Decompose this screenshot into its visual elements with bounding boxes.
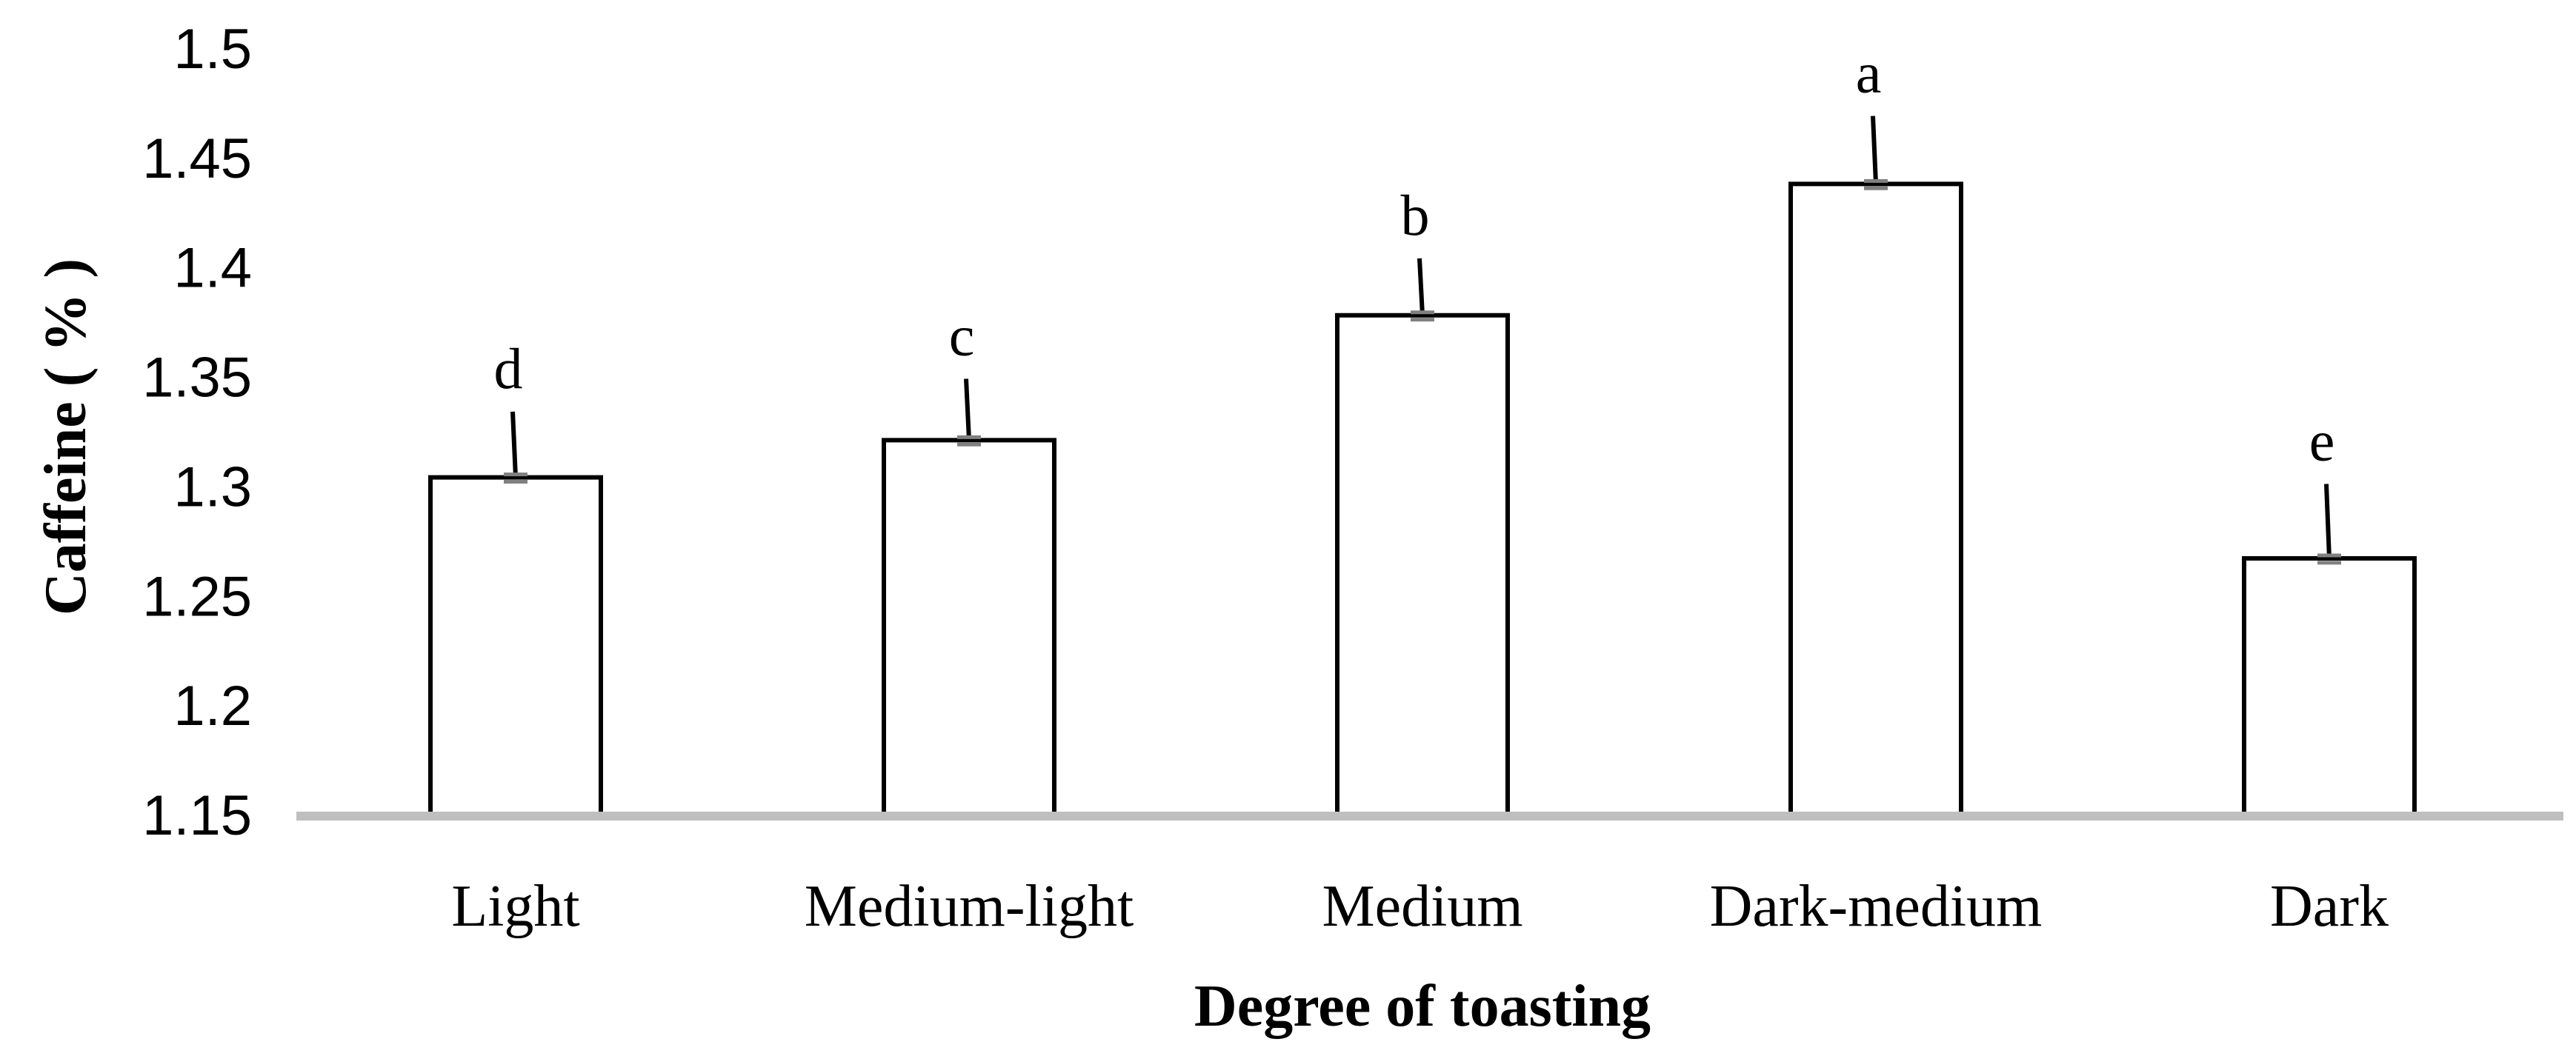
y-axis-ticks: 1.15 1.2 1.25 1.3 1.35 1.4 1.45 1.5 xyxy=(142,18,252,847)
bar xyxy=(428,475,603,815)
y-tick-label: 1.2 xyxy=(173,675,252,738)
x-tick-label: Medium-light xyxy=(805,874,1134,939)
bar xyxy=(2242,556,2417,815)
y-tick-label: 1.3 xyxy=(173,455,252,518)
x-axis-title: Degree of toasting xyxy=(1194,974,1651,1039)
error-bar-stem xyxy=(510,411,518,478)
x-tick-label: Light xyxy=(451,874,579,939)
x-tick-label: Dark xyxy=(2270,874,2389,939)
significance-letters: d c b a e xyxy=(494,41,2335,473)
y-axis-title: Caffeine ( % ) xyxy=(33,258,99,615)
x-axis-category-labels: Light Medium-light Medium Dark-medium Dark xyxy=(451,874,2389,939)
significance-letter: a xyxy=(1856,41,1882,105)
y-tick-label: 1.45 xyxy=(142,127,252,190)
bar xyxy=(1788,181,1963,815)
error-bar-stem xyxy=(2324,484,2332,559)
bar xyxy=(882,438,1056,815)
significance-letter: c xyxy=(949,304,975,368)
significance-letter: e xyxy=(2309,408,2335,472)
bars-layer xyxy=(428,181,2417,815)
error-bar-stem xyxy=(964,378,971,441)
y-tick-label: 1.15 xyxy=(142,784,252,847)
bar xyxy=(1335,313,1510,815)
significance-letter: d xyxy=(494,336,523,401)
y-tick-label: 1.25 xyxy=(142,565,252,628)
significance-letter: b xyxy=(1401,183,1430,247)
y-tick-label: 1.4 xyxy=(173,237,252,300)
y-tick-label: 1.35 xyxy=(142,347,252,410)
y-tick-label: 1.5 xyxy=(173,18,252,81)
x-tick-label: Medium xyxy=(1322,874,1522,939)
error-bar-stem xyxy=(1871,116,1878,184)
error-bars-layer xyxy=(504,116,2341,565)
error-bar-stem xyxy=(1417,258,1425,315)
x-tick-label: Dark-medium xyxy=(1710,874,2043,939)
